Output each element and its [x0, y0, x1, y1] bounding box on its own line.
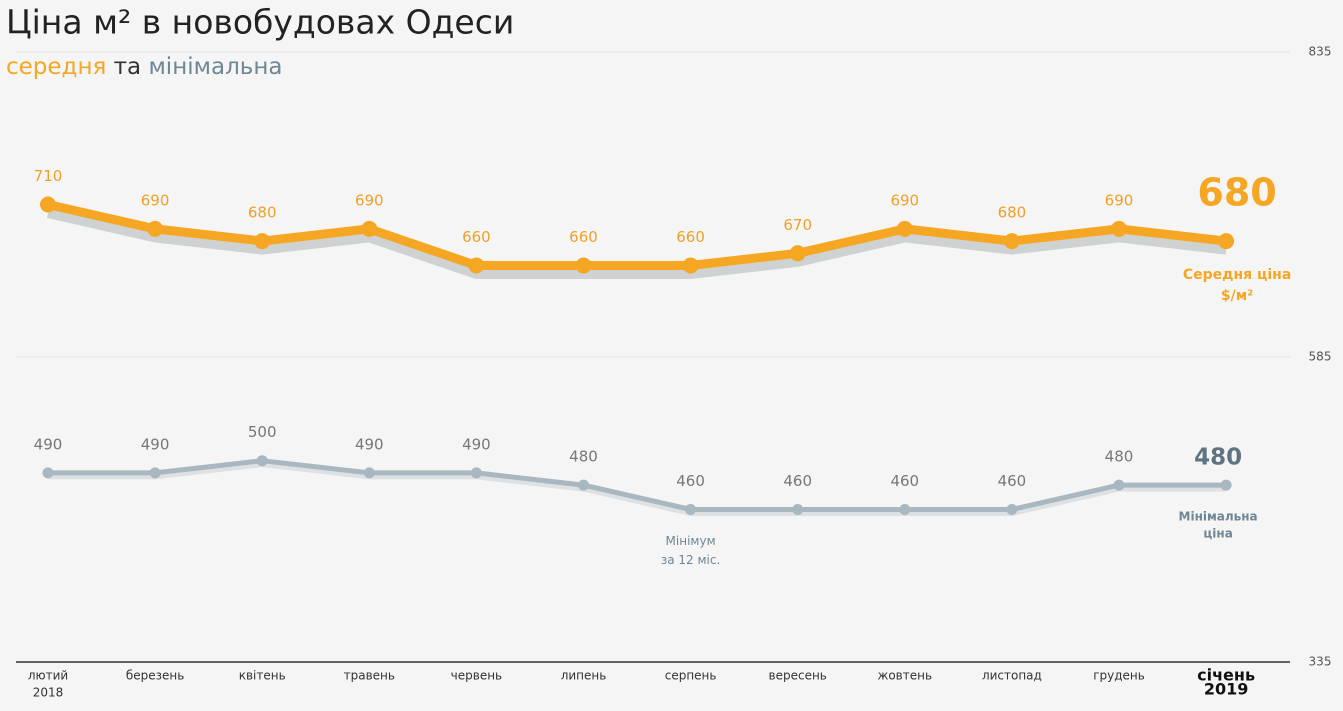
data-point: [40, 196, 56, 213]
x-tick-label: березень: [126, 669, 184, 683]
data-point: [792, 504, 804, 515]
legend-entry: середня: [6, 54, 106, 80]
x-tick-label: червень: [451, 669, 502, 683]
value-label: 680: [998, 204, 1027, 222]
data-point: [1006, 504, 1018, 515]
value-label: 460: [998, 472, 1027, 490]
data-point: [1111, 220, 1127, 237]
value-label: 680: [248, 204, 277, 222]
data-point: [575, 257, 592, 274]
end-value-label: 680: [1197, 171, 1276, 215]
y-tick-label: 335: [1309, 655, 1332, 669]
line-shadow: [47, 209, 1227, 279]
data-point: [1218, 233, 1235, 250]
series-end-label: Середня ціна: [1183, 267, 1291, 283]
data-point: [149, 467, 161, 479]
value-label: 490: [462, 435, 491, 453]
value-label: 480: [1105, 448, 1134, 466]
x-tick-year: 2019: [1204, 680, 1249, 699]
value-label: 480: [569, 448, 598, 466]
value-label: 660: [462, 228, 491, 246]
value-label: 490: [355, 435, 384, 453]
data-point: [682, 257, 699, 274]
value-label: 660: [676, 228, 705, 246]
data-point: [468, 257, 485, 274]
data-point: [256, 455, 268, 467]
data-point: [1220, 479, 1232, 491]
x-tick-label: жовтень: [878, 669, 933, 683]
value-label: 690: [355, 191, 384, 209]
value-label: 690: [890, 191, 919, 209]
series-line: [47, 200, 1227, 270]
data-point: [899, 504, 911, 515]
x-tick-label: липень: [561, 669, 607, 683]
data-point: [42, 467, 54, 479]
series-end-label: Мінімальна: [1179, 510, 1258, 524]
x-tick-label: лютий: [28, 669, 68, 683]
legend-entry: мінімальна: [148, 54, 282, 80]
value-label: 670: [783, 216, 812, 234]
series-end-label: ціна: [1203, 527, 1232, 541]
end-value-label: 480: [1194, 445, 1242, 471]
value-label: 500: [248, 423, 277, 441]
value-label: 460: [890, 472, 919, 490]
x-tick-year: 2018: [33, 686, 64, 700]
value-label: 690: [141, 191, 170, 209]
data-point: [896, 220, 913, 237]
data-point: [147, 220, 164, 237]
x-tick-label: серпень: [665, 669, 717, 683]
value-label: 460: [676, 472, 705, 490]
value-label: 710: [34, 167, 63, 185]
y-tick-label: 835: [1309, 45, 1332, 59]
value-label: 490: [34, 435, 63, 453]
data-point: [254, 233, 271, 250]
series-line: [48, 458, 1227, 512]
x-tick-label: листопад: [982, 669, 1042, 683]
y-tick-label: 585: [1309, 350, 1332, 364]
value-label: 490: [141, 435, 170, 453]
x-tick-label: вересень: [769, 669, 827, 683]
data-point: [685, 504, 697, 515]
subtitle: середня та мінімальна: [6, 54, 282, 80]
value-label: 690: [1105, 191, 1134, 209]
value-label: 660: [569, 228, 598, 246]
subtitle-joiner: та: [114, 54, 142, 80]
x-tick-label: квітень: [239, 669, 286, 683]
value-label: 460: [783, 472, 812, 490]
series-end-label: $/м²: [1221, 288, 1253, 304]
chart-title: Ціна м² в новобудовах Одеси: [6, 3, 514, 42]
line-shadow: [48, 462, 1227, 516]
annotation: Мінімум: [666, 534, 716, 548]
data-point: [470, 467, 482, 479]
data-point: [1113, 479, 1125, 491]
data-point: [363, 467, 375, 479]
data-point: [578, 479, 589, 491]
x-tick-label: січень: [1197, 666, 1255, 685]
data-point: [1003, 233, 1020, 250]
annotation: за 12 міс.: [661, 553, 720, 567]
x-tick-label: травень: [344, 669, 395, 683]
data-point: [789, 245, 806, 262]
x-tick-label: грудень: [1093, 669, 1145, 683]
data-point: [361, 220, 378, 237]
